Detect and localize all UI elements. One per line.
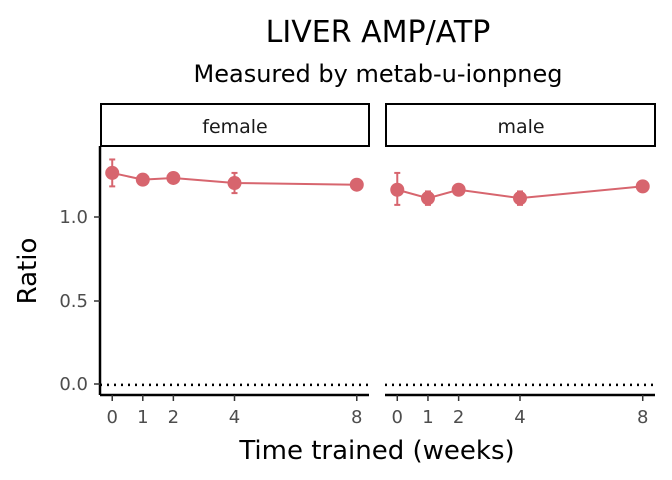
- strip-female: [100, 103, 370, 147]
- x-tick-label: 1: [137, 407, 148, 428]
- data-point: [420, 191, 435, 206]
- chart-title: LIVER AMP/ATP: [266, 15, 491, 50]
- x-tick-label: 0: [392, 407, 403, 428]
- y-axis-title: Ratio: [13, 238, 43, 305]
- chart-subtitle: Measured by metab-u-ionpneg: [194, 60, 563, 88]
- y-tick-label: 0.0: [59, 374, 88, 395]
- data-point: [135, 172, 150, 187]
- data-point: [166, 170, 181, 185]
- data-point: [635, 179, 650, 194]
- data-point: [227, 176, 242, 191]
- x-tick-label: 4: [229, 407, 240, 428]
- x-tick-label: 0: [107, 407, 118, 428]
- strip-label-female: female: [202, 116, 268, 138]
- x-tick-label: 2: [453, 407, 464, 428]
- y-axis: 0.0 0.5 1.0: [59, 207, 100, 395]
- y-tick-label: 0.5: [59, 291, 88, 312]
- y-tick-label: 1.0: [59, 207, 88, 228]
- x-tick-label: 8: [637, 407, 648, 428]
- x-tick-label: 2: [168, 407, 179, 428]
- x-tick-label: 1: [422, 407, 433, 428]
- data-point: [513, 191, 527, 206]
- strip-male: [385, 103, 656, 147]
- strip-label-male: male: [497, 116, 544, 138]
- data-point: [390, 182, 405, 197]
- data-point: [105, 165, 120, 180]
- data-point: [451, 182, 466, 197]
- x-tick-label: 4: [514, 407, 525, 428]
- data-point: [349, 177, 364, 192]
- x-axis-title: Time trained (weeks): [238, 436, 514, 466]
- x-tick-label: 8: [351, 407, 362, 428]
